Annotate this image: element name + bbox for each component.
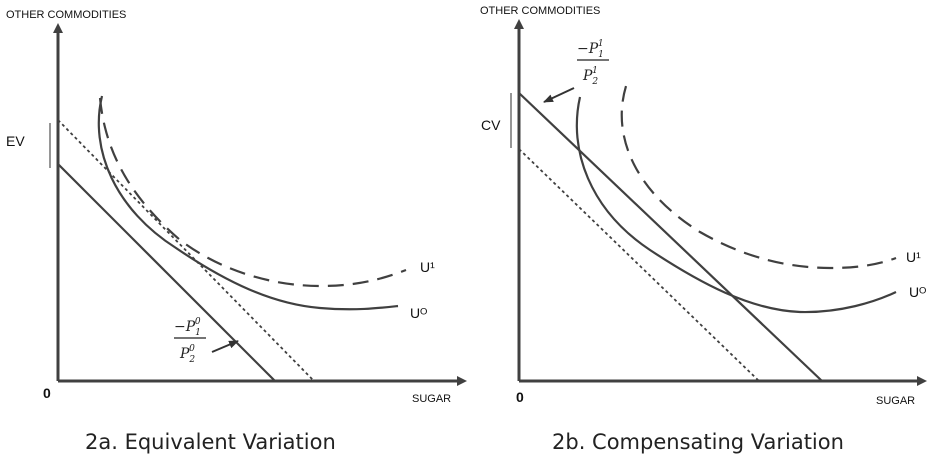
panel-a-slope-arrow	[211, 340, 239, 353]
panel-b-origin-label: 0	[516, 389, 524, 405]
panel-a-slope-numerator: −P10	[174, 317, 201, 338]
panel-a-origin-label: 0	[43, 385, 51, 401]
panel-a-indifference-curve-u0	[97, 95, 399, 311]
panel-a-caption: 2a. Equivalent Variation	[85, 430, 336, 454]
panel-a-indifference-curve-u1	[98, 97, 407, 288]
panel-b-cv-label: CV	[481, 117, 501, 133]
panel-b-compensating-variation: OTHER COMMODITIES 0 SUGAR CV U¹ Uᴼ −P11 …	[480, 5, 927, 454]
panel-a-x-axis-label: SUGAR	[412, 393, 451, 405]
panel-b-u0-label: Uᴼ	[909, 284, 926, 300]
panel-b-budget-line	[518, 92, 823, 382]
panel-a-y-axis-label: OTHER COMMODITIES	[6, 9, 126, 21]
panel-a-slope-annotation: −P10 P20	[174, 317, 239, 365]
panel-b-y-axis-label: OTHER COMMODITIES	[480, 5, 600, 17]
panel-b-indifference-curve-u0	[575, 96, 897, 314]
panel-b-slope-denominator: P21	[582, 66, 598, 87]
panel-b-slope-numerator: −P11	[577, 39, 604, 60]
panel-a-ev-label: EV	[6, 133, 25, 149]
panel-b-caption: 2b. Compensating Variation	[552, 430, 844, 454]
panel-b-u1-label: U¹	[906, 249, 921, 265]
panel-b-x-axis-label: SUGAR	[876, 395, 915, 407]
panel-b-slope-annotation: −P11 P21	[543, 39, 609, 103]
panel-a-slope-denominator: P20	[179, 344, 195, 365]
panel-b-slope-arrow	[543, 87, 575, 103]
panel-a-equivalent-variation: OTHER COMMODITIES 0 SUGAR EV U¹ Uᴼ −P10 …	[6, 9, 467, 454]
panel-b-dotted-budget-line	[518, 148, 760, 382]
panel-b-indifference-curve-u1	[620, 85, 897, 270]
panel-a-u1-label: U¹	[420, 259, 435, 275]
panel-a-u0-label: Uᴼ	[410, 305, 427, 321]
panel-a-dotted-budget-line	[57, 119, 315, 382]
